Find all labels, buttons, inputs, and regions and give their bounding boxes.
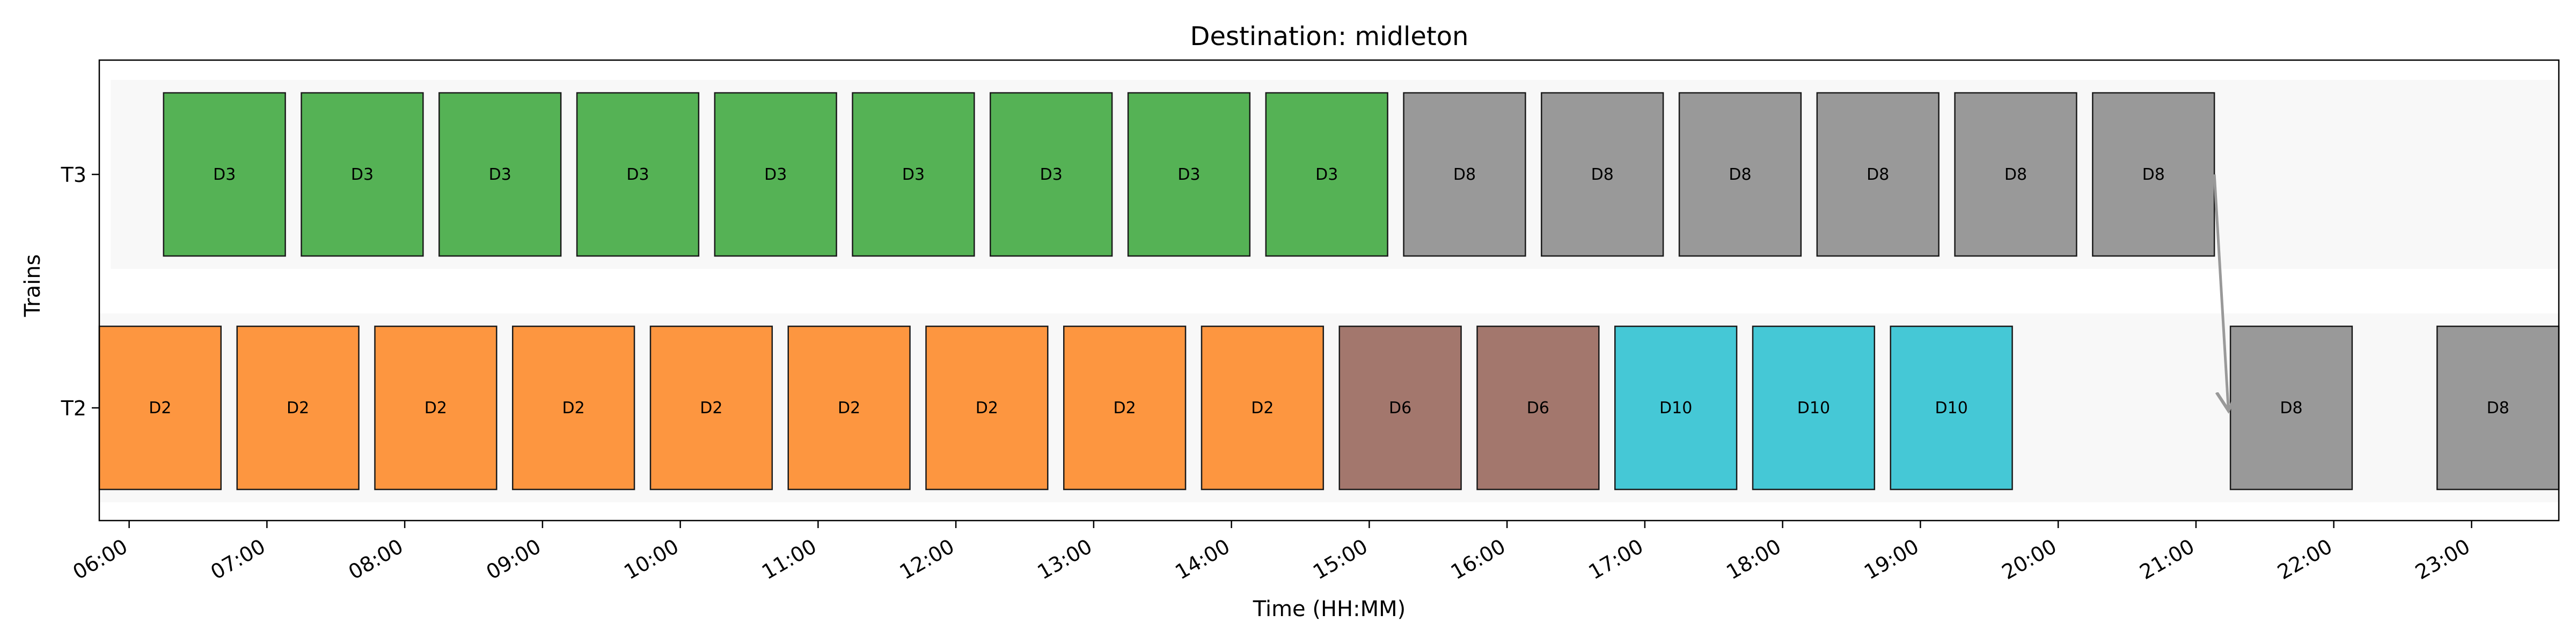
bar-label: D8 [1867,165,1889,184]
bar-t2-16 [236,325,360,491]
bar-label: D2 [149,399,171,418]
x-ticks: 06:00 07:00 08:00 09:00 10:00 11:00 12:00 13:00… [69,521,2474,584]
x-tick-label: 17:00 [1585,535,1648,584]
y-axis-label: Trains [20,254,45,318]
bar-label: D3 [902,165,925,184]
bar-label: D8 [1591,165,1614,184]
y-ticks: T3 T2 [61,163,99,420]
bar-label: D6 [1389,399,1411,418]
bar-label: D3 [489,165,511,184]
bar-label: D10 [1797,399,1830,418]
bar-t2-17 [374,325,497,491]
bar-label: D6 [1527,399,1549,418]
x-axis-label: Time (HH:MM) [1253,597,1406,621]
x-tick-label: 09:00 [482,535,545,584]
x-tick-label: 16:00 [1447,535,1510,584]
bar-label: D2 [700,399,722,418]
bar-t2-22 [1063,325,1187,491]
bar-t3-6 [990,92,1113,257]
bar-t2-27 [1752,325,1876,491]
x-tick-label: 18:00 [1722,535,1785,584]
axes-layer [98,59,2560,522]
x-tick-label: 14:00 [1171,535,1234,584]
bar-t3-13 [1954,92,2077,257]
bar-t3-14 [2092,92,2215,257]
y-tick-label-t3: T3 [61,163,86,187]
bar-label: D2 [425,399,447,418]
bar-t3-8 [1265,92,1388,257]
bar-t2-26 [1614,325,1738,491]
bar-t3-1 [301,92,424,257]
bar-t2-19 [649,325,773,491]
transfer-arrow-0 [2213,174,2228,408]
bar-t2-30 [2436,325,2560,491]
x-tick-label: 11:00 [758,535,821,584]
bar-label: D8 [2004,165,2027,184]
bar-label: D2 [1114,399,1136,418]
bars-layer: D3 D3 D3 D3 D3 D3 D3 D3 D3 D8 D8 D8 D8 D8 D8 D2 D2 D2 D2 D2… [98,92,2560,491]
bar-label: D3 [213,165,236,184]
x-tick-label: 19:00 [1860,535,1923,584]
bar-label: D2 [1251,399,1274,418]
bar-t2-23 [1201,325,1324,491]
bar-label: D3 [626,165,649,184]
bar-label: D2 [976,399,998,418]
bar-t2-24 [1338,325,1462,491]
bar-t2-21 [925,325,1049,491]
row-band-t2 [99,313,2559,502]
bar-t2-18 [512,325,635,491]
bar-t2-28 [1890,325,2013,491]
bar-t3-7 [1127,92,1251,257]
bar-t3-11 [1678,92,1802,257]
bar-t2-29 [2229,325,2353,491]
bar-t3-0 [163,92,286,257]
bar-label: D3 [764,165,787,184]
bar-label: D2 [838,399,860,418]
x-tick-label: 12:00 [896,535,958,584]
plot-frame [98,59,2560,522]
bar-t2-20 [787,325,911,491]
x-tick-label: 07:00 [207,535,269,584]
bar-label: D3 [1177,165,1200,184]
transfers-layer [2213,174,2228,408]
bar-label: D3 [1040,165,1063,184]
bar-t3-4 [714,92,837,257]
bar-label: D3 [351,165,374,184]
x-tick-label: 22:00 [2273,535,2336,584]
x-tick-label: 13:00 [1034,535,1096,584]
bar-label: D8 [2142,165,2165,184]
bar-t3-10 [1541,92,1664,257]
bar-t3-12 [1816,92,1940,257]
bar-label: D10 [1659,399,1692,418]
bar-label: D10 [1935,399,1968,418]
bar-label: D3 [1315,165,1338,184]
bar-label: D2 [562,399,585,418]
bar-label: D2 [287,399,309,418]
x-tick-label: 08:00 [345,535,407,584]
x-tick-label: 20:00 [1998,535,2061,584]
bar-t3-5 [852,92,975,257]
bar-t3-9 [1403,92,1526,257]
bar-t3-2 [438,92,562,257]
x-tick-label: 10:00 [620,535,683,584]
x-tick-label: 21:00 [2136,535,2199,584]
bar-t3-3 [576,92,700,257]
y-tick-label-t2: T2 [61,397,86,420]
x-tick-label: 06:00 [69,535,131,584]
x-tick-label: 15:00 [1309,535,1372,584]
chart-title: Destination: midleton [1190,21,1469,52]
x-tick-label: 23:00 [2411,535,2474,584]
bar-label: D8 [2487,399,2509,418]
bar-label: D8 [1453,165,1476,184]
bar-label: D8 [2280,399,2302,418]
bar-t2-25 [1476,325,1600,491]
bar-label: D8 [1729,165,1751,184]
